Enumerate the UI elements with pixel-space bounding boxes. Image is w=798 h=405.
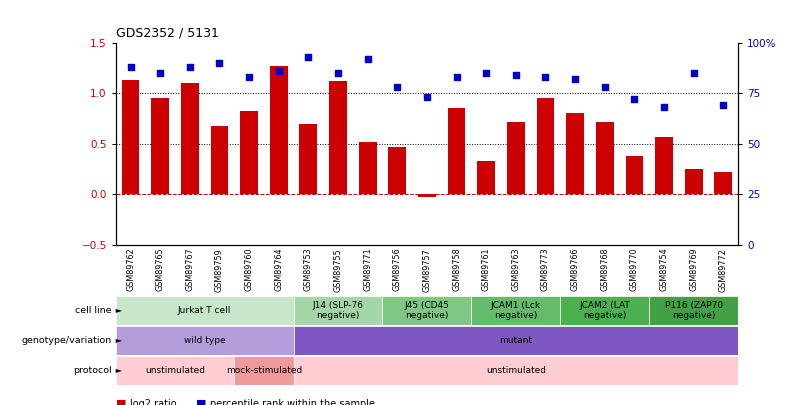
Point [569,76,582,82]
Bar [560,296,650,325]
Point [154,70,167,76]
Point [717,102,729,109]
Bar [329,81,347,194]
Bar [655,137,673,194]
Bar [567,113,584,194]
Text: protocol: protocol [73,366,112,375]
Bar [626,156,643,194]
Point [450,74,463,80]
Bar [294,356,738,385]
Bar [152,98,169,194]
Point [213,60,226,66]
Bar [235,356,294,385]
Bar [472,296,560,325]
Text: ■: ■ [196,399,206,405]
Text: ►: ► [113,366,121,375]
Point [628,96,641,102]
Bar [211,126,228,194]
Point [509,72,522,78]
Point [272,68,285,74]
Bar [270,66,287,194]
Point [391,84,404,90]
Text: ■: ■ [116,399,126,405]
Text: genotype/variation: genotype/variation [22,336,112,345]
Bar [685,169,702,194]
Point [598,84,611,90]
Bar [418,194,436,198]
Bar [477,161,495,194]
Bar [294,326,738,355]
Point [361,55,374,62]
Bar [116,356,235,385]
Text: cell line: cell line [75,306,112,315]
Bar [382,296,472,325]
Point [539,74,552,80]
Point [243,74,255,80]
Text: percentile rank within the sample: percentile rank within the sample [210,399,375,405]
Bar [299,124,318,194]
Point [421,94,433,100]
Point [658,104,670,111]
Text: unstimulated: unstimulated [145,366,205,375]
Point [687,70,700,76]
Point [302,53,314,60]
Bar [536,98,555,194]
Text: mutant: mutant [500,336,532,345]
Text: J14 (SLP-76
negative): J14 (SLP-76 negative) [313,301,364,320]
Bar [116,296,294,325]
Point [332,70,345,76]
Bar [359,142,377,194]
Bar [389,147,406,194]
Text: log2 ratio: log2 ratio [130,399,176,405]
Text: ►: ► [113,336,121,345]
Bar [294,296,382,325]
Point [184,64,196,70]
Text: JCAM1 (Lck
negative): JCAM1 (Lck negative) [491,301,541,320]
Bar [116,326,294,355]
Bar [448,108,465,194]
Text: J45 (CD45
negative): J45 (CD45 negative) [405,301,449,320]
Text: mock-stimulated: mock-stimulated [226,366,302,375]
Text: ►: ► [113,306,121,315]
Bar [596,122,614,194]
Bar [181,83,199,194]
Bar [507,122,525,194]
Bar [650,296,738,325]
Text: Jurkat T cell: Jurkat T cell [178,306,231,315]
Text: unstimulated: unstimulated [486,366,546,375]
Point [480,70,492,76]
Text: wild type: wild type [184,336,226,345]
Bar [714,172,733,194]
Text: JCAM2 (LAT
negative): JCAM2 (LAT negative) [579,301,630,320]
Point [124,64,137,70]
Text: GDS2352 / 5131: GDS2352 / 5131 [116,27,219,40]
Bar [240,111,258,194]
Bar [121,80,140,194]
Text: P116 (ZAP70
negative): P116 (ZAP70 negative) [665,301,723,320]
